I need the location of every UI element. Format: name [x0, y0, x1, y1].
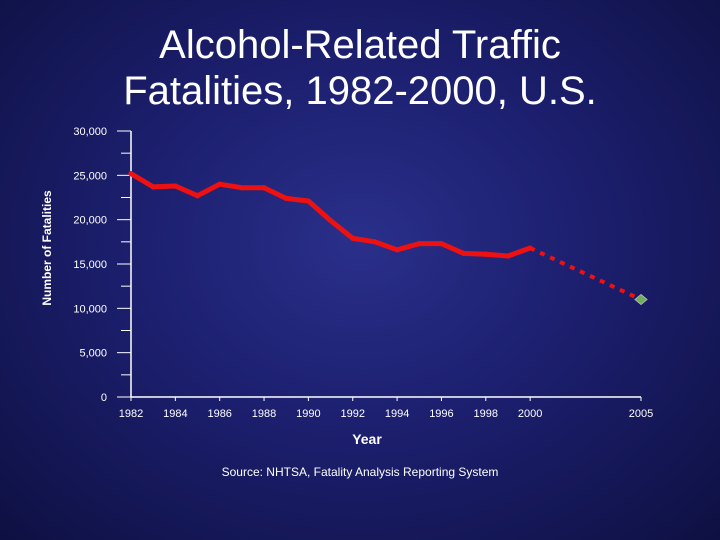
data-point [150, 184, 156, 190]
x-tick-label: 1992 [340, 408, 364, 420]
x-tick-label: 1990 [296, 408, 320, 420]
data-point [394, 247, 400, 253]
data-point [505, 253, 511, 259]
y-tick-label: 5,000 [79, 348, 107, 360]
x-tick-label: 1996 [429, 408, 453, 420]
x-tick-label: 1986 [207, 408, 231, 420]
data-point [461, 250, 467, 256]
chart-title: Alcohol-Related Traffic Fatalities, 1982… [60, 22, 660, 114]
data-point [483, 251, 489, 257]
series-layer [128, 170, 648, 306]
data-point [239, 185, 245, 191]
y-tick-label: 25,000 [73, 170, 107, 182]
y-tick-label: 0 [101, 392, 107, 404]
y-tick-label: 20,000 [73, 215, 107, 227]
data-point [172, 183, 178, 189]
title-line-2: Fatalities, 1982-2000, U.S. [123, 69, 597, 113]
fatalities-line [128, 171, 533, 259]
y-tick-label: 15,000 [73, 259, 107, 271]
data-point [283, 195, 289, 201]
x-tick-label: 1984 [163, 408, 187, 420]
data-point [327, 217, 334, 224]
data-point [194, 193, 201, 199]
data-point [217, 181, 223, 187]
data-point [416, 241, 422, 247]
x-tick-label: 1988 [252, 408, 276, 420]
x-tick-label: 1998 [474, 408, 498, 420]
title-line-1: Alcohol-Related Traffic [159, 23, 561, 67]
data-point [438, 241, 445, 247]
target-marker [634, 293, 648, 306]
projection-line [529, 246, 642, 302]
y-tick-label: 10,000 [73, 303, 107, 315]
x-tick-label: 2000 [518, 408, 542, 420]
x-tick-label: 1994 [385, 408, 409, 420]
data-point [372, 239, 378, 245]
data-point [305, 198, 311, 204]
axes: 0 5,000 10,000 15,000 20,000 25,000 30,000 1982… [73, 126, 653, 420]
data-point [350, 235, 356, 241]
x-tick-label: 2005 [629, 408, 653, 420]
y-axis-label: Number of Fatalities [40, 190, 54, 306]
x-axis-label: Year [352, 431, 382, 447]
data-point [128, 170, 134, 177]
data-point [261, 185, 267, 191]
y-tick-label: 30,000 [73, 126, 107, 138]
x-tick-label: 1982 [119, 408, 143, 420]
source-note: Source: NHTSA, Fatality Analysis Reporti… [221, 465, 499, 479]
